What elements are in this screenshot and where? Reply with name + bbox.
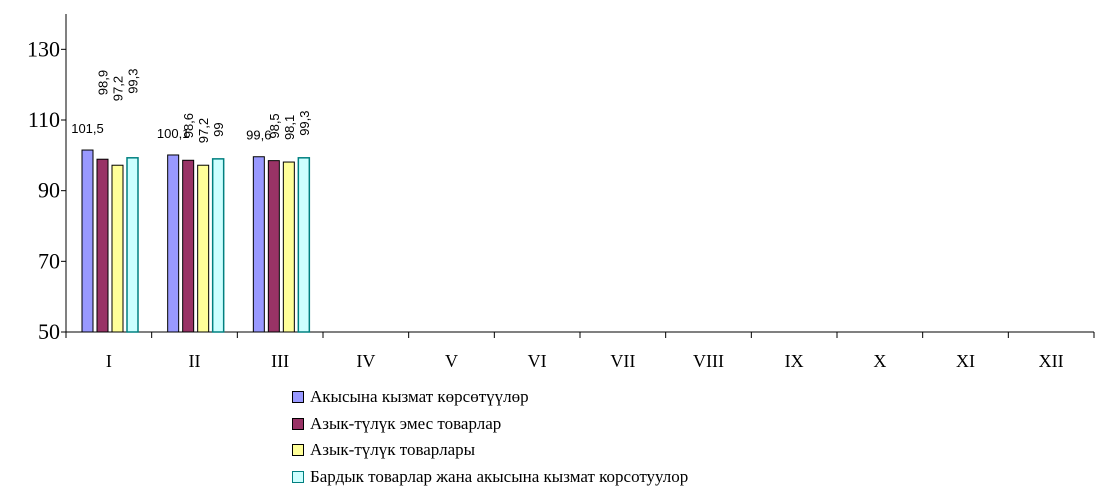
legend-item: Азык-түлүк эмес товарлар [292,411,688,438]
axes [61,14,1095,338]
y-tick-label: 90 [38,178,60,203]
x-tick-label: III [271,351,289,371]
data-label: 99,6 [246,128,271,143]
x-tick-label: VIII [693,351,724,371]
x-tick-label: IX [785,351,804,371]
data-labels: 101,5 100,1 99,698,998,6 98,597,297,2 98,199… [71,68,312,143]
legend-swatch [292,417,304,430]
legend: Акысына кызмат көрсөтүүлөр Азык-түлүк эм… [292,384,688,490]
x-tick-label: IV [356,351,375,371]
y-tick-label: 130 [27,36,60,61]
legend-label: Бардык товарлар жана акысына кызмат корс… [310,466,689,486]
bar [182,159,195,333]
data-label: 98,6 [181,113,196,138]
bar [252,156,265,333]
legend-swatch [292,470,304,483]
x-tick-label: I [106,351,112,371]
x-tick-label: XI [956,351,975,371]
legend-item: Бардык товарлар жана акысына кызмат корс… [292,464,688,491]
bar [81,149,94,333]
x-tick-label: X [873,351,886,371]
y-tick-label: 50 [38,319,60,344]
data-label: 99 [211,122,226,136]
legend-label: Азык-түлүк эмес товарлар [310,413,502,433]
bar [96,158,109,333]
bar [111,164,124,333]
legend-item: Азык-түлүк товарлары [292,437,688,464]
x-tick-label: VI [528,351,547,371]
bar [126,157,139,333]
data-label: 98,5 [267,113,282,138]
x-tick-label: VII [610,351,635,371]
data-label: 98,9 [96,70,111,95]
data-label: 99,3 [126,68,141,93]
legend-swatch [292,444,304,457]
x-tick-label: II [189,351,201,371]
bars [81,149,311,333]
data-label: 100,1 [157,126,190,141]
y-tick-label: 70 [38,248,60,273]
y-tick-label: 110 [28,107,60,132]
bar [282,161,295,333]
bar [167,154,180,333]
legend-item: Акысына кызмат көрсөтүүлөр [292,384,688,411]
data-label: 97,2 [196,118,211,143]
bar [211,158,225,333]
legend-swatch [292,391,304,404]
data-label: 98,1 [282,115,297,140]
bar [297,157,311,333]
x-tick-label: XII [1039,351,1064,371]
legend-label: Азык-түлүк товарлары [310,440,476,460]
x-tick-label: V [445,351,458,371]
bar [267,160,280,333]
data-label: 99,3 [297,110,312,135]
bar [197,164,210,333]
legend-label: Акысына кызмат көрсөтүүлөр [310,387,529,407]
data-label: 101,5 [71,121,104,136]
data-label: 97,2 [111,76,126,101]
